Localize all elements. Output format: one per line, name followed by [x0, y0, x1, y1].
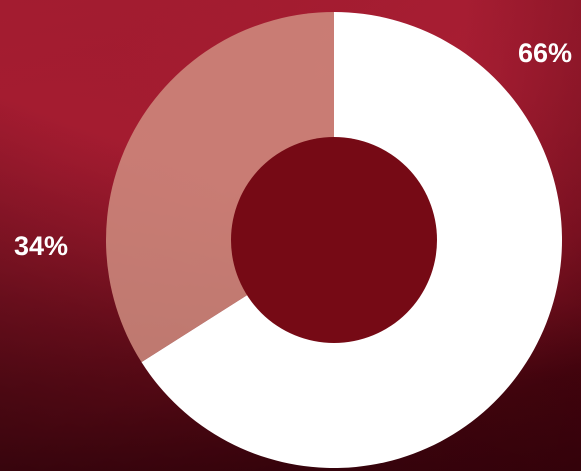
donut-hole: [231, 137, 437, 343]
slice-label-34: 34%: [14, 231, 68, 261]
slice-label-66: 66%: [518, 38, 572, 68]
